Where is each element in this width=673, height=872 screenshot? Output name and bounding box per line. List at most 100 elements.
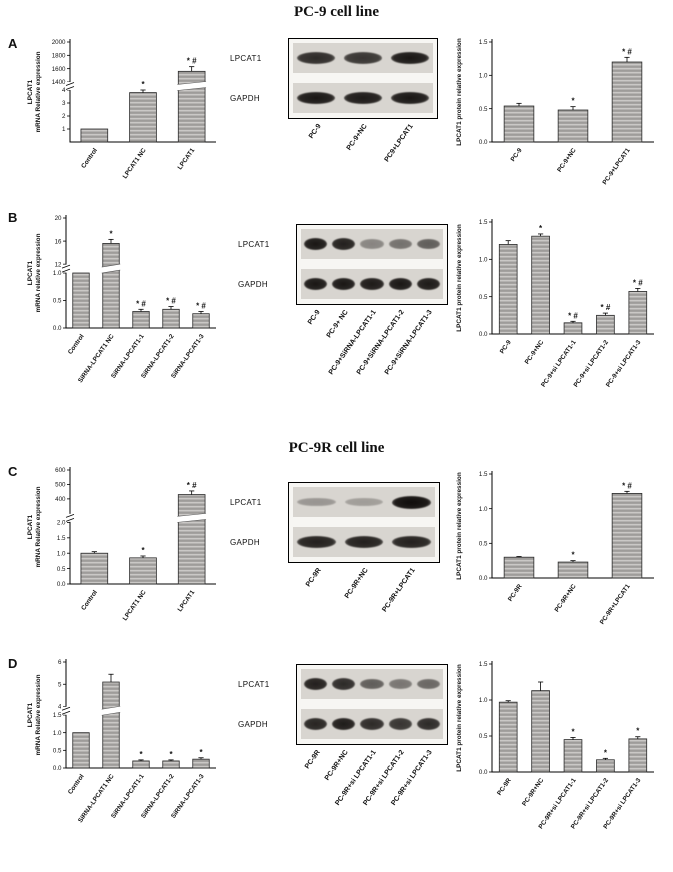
bar-chart-svg: 0.0 0.5 1.0 1.5 PC-9 * PC-9+NC * # PC-9+si LPCAT… (456, 219, 654, 389)
y-tick-label: 0.0 (53, 325, 62, 332)
bar (628, 291, 648, 335)
y-axis-title: LPCAT1 protein relative expression (456, 664, 463, 772)
blot-lane (358, 239, 386, 249)
axis-break-mark (65, 518, 75, 522)
axis-break-mark (65, 86, 75, 90)
blot-box (288, 38, 438, 119)
blot-lane (301, 717, 329, 731)
blot-box (288, 482, 440, 563)
significance-marker: * (604, 748, 608, 757)
protein-band (331, 237, 356, 251)
protein-band (391, 495, 431, 509)
significance-marker: * (141, 80, 145, 89)
axis-break-mark (65, 514, 75, 518)
y-tick-label: 0.0 (53, 765, 62, 772)
y-tick-label: 0.5 (57, 566, 66, 573)
bar-break-edge (177, 519, 207, 523)
y-tick-label: 1600 (52, 66, 66, 73)
y-tick-label: 4 (62, 87, 66, 94)
blot-row (301, 269, 443, 299)
significance-marker: * (636, 727, 640, 736)
significance-marker: * (169, 750, 173, 759)
y-axis-title: LPCAT1 (27, 702, 34, 727)
blot-lane (293, 91, 340, 105)
protein-band (360, 717, 384, 731)
bar-break-edge (101, 711, 121, 716)
blot-lane (358, 678, 386, 690)
y-tick-label: 0.0 (479, 331, 488, 338)
x-axis-label: PC-9+si LPCAT1-2 (572, 339, 610, 389)
x-axis-label: SiRNA-LPCAT1-1 (110, 333, 146, 380)
y-tick-label: 1.0 (479, 697, 488, 704)
axis-break (61, 706, 71, 715)
lane-label: PC-9R (304, 567, 323, 589)
protein-band (303, 717, 327, 731)
y-tick-label: 0.0 (479, 139, 488, 146)
protein-band (303, 677, 327, 691)
y-tick-label: 16 (55, 238, 62, 245)
blot-lane (386, 277, 414, 291)
protein-band (388, 277, 413, 291)
significance-marker: * (571, 551, 575, 560)
y-tick-label: 12 (55, 261, 62, 268)
y-tick-label: 0.0 (479, 575, 488, 582)
protein-band (388, 679, 413, 689)
y-tick-label: 6 (58, 659, 62, 666)
y-tick-label: 2000 (52, 39, 66, 46)
blot-lane (301, 677, 329, 691)
y-tick-label: 3 (62, 100, 66, 107)
blot-lane (358, 717, 386, 731)
x-axis-label: LPCAT1 NC (122, 589, 148, 622)
panel-a-western-blot: LPCAT1 GAPDH PC-9 PC-9+NC PC9+LPCAT1 (230, 38, 438, 171)
bar (498, 244, 518, 335)
blot-lane (329, 677, 357, 691)
blot-lane (329, 237, 357, 251)
significance-marker: * # (187, 481, 197, 490)
x-axis-label: SiRNA-LPCAT1-3 (170, 333, 206, 380)
protein-band (391, 535, 431, 549)
axis-break-mark (65, 82, 75, 86)
significance-marker: * # (136, 299, 146, 308)
axis-break-mark (61, 268, 71, 273)
blot-lane (301, 237, 329, 251)
blot-row-label: LPCAT1 (238, 679, 270, 689)
bar (557, 561, 589, 579)
protein-band (297, 51, 336, 65)
protein-band (417, 678, 441, 690)
significance-marker: * # (166, 297, 176, 306)
y-tick-label: 1.0 (53, 730, 62, 737)
protein-band (390, 51, 429, 65)
panel-d-protein-bar-chart: 0.0 0.5 1.0 1.5 PC-9R PC-9R+NC * PC-9R+si LPCAT… (452, 648, 664, 871)
y-tick-label: 0.5 (479, 733, 488, 740)
blot-lane (340, 52, 387, 64)
blot-row-label: LPCAT1 (238, 239, 270, 249)
y-axis-title: mRNA relative expression (35, 233, 42, 312)
protein-band (388, 718, 413, 730)
x-axis-label: LPCAT1 NC (122, 147, 148, 180)
lane-label: PC-9+NC (345, 123, 369, 152)
bar (563, 739, 583, 773)
protein-band (390, 91, 429, 105)
protein-band (417, 277, 441, 291)
axis-break-mark (61, 710, 71, 715)
bar (129, 92, 157, 143)
blot-lane (415, 717, 443, 731)
significance-marker: * # (187, 57, 197, 66)
bar (192, 313, 210, 329)
x-axis-label: Control (80, 589, 99, 612)
bar (72, 732, 90, 769)
x-axis-label: SiRNA-LPCAT1-1 (110, 773, 146, 820)
blot-lane (415, 238, 443, 250)
blot-lane (386, 679, 414, 689)
protein-band (417, 717, 441, 731)
panel-b-letter: B (8, 210, 18, 225)
y-axis-title: LPCAT1 (27, 514, 34, 539)
y-axis-title: LPCAT1 protein relative expression (456, 472, 463, 580)
axes (69, 39, 216, 143)
lane-label: PC-9R+LPCAT1 (381, 567, 417, 614)
x-axis-label: PC-9R+LPCAT1 (599, 583, 632, 626)
y-tick-label: 4 (58, 704, 62, 711)
blot-row (293, 83, 433, 113)
y-tick-label: 0.0 (57, 581, 66, 588)
